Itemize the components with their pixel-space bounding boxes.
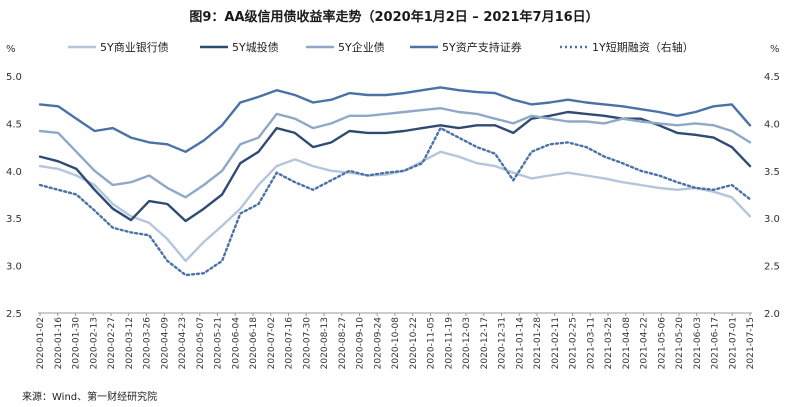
y-right-tick-label: 2.5: [764, 262, 780, 273]
series-line-4: [38, 126, 752, 277]
y-right-tick-label: 4.5: [764, 72, 780, 83]
legend-label-1: 5Y城投债: [232, 40, 279, 54]
legend-label-0: 5Y商业银行债: [100, 40, 169, 54]
chart-title: 图9：AA级信用债收益率走势（2020年1月2日 – 2021年7月16日）: [189, 10, 599, 25]
y-left-tick-label: 5.0: [6, 72, 22, 83]
legend-label-4: 1Y短期融资（右轴）: [592, 40, 694, 54]
x-tick-label: 2020-04-23: [178, 317, 188, 369]
x-tick-label: 2020-11-05: [427, 317, 437, 369]
y-left-tick-label: 2.5: [6, 309, 22, 320]
legend-label-2: 5Y企业债: [338, 40, 385, 54]
x-tick-label: 2020-04-09: [160, 317, 170, 370]
x-tick-label: 2020-06-04: [231, 317, 241, 370]
x-tick-label: 2020-01-16: [54, 317, 64, 370]
legend-label-3: 5Y资产支持证券: [442, 40, 522, 54]
x-tick-label: 2021-04-22: [640, 317, 650, 369]
series-line-3: [38, 86, 752, 154]
series-line-2: [38, 106, 752, 199]
x-tick-label: 2021-06-03: [693, 317, 703, 369]
x-tick-label: 2020-03-26: [143, 317, 153, 370]
x-tick-label: 2021-01-14: [515, 317, 525, 370]
y-left-tick-label: 4.5: [6, 119, 22, 130]
x-tick-label: 2020-07-16: [285, 317, 295, 370]
x-tick-label: 2020-06-18: [249, 317, 259, 370]
x-tick-label: 2021-05-06: [657, 317, 667, 370]
x-tick-label: 2020-05-21: [214, 317, 224, 369]
series-line-1: [38, 110, 752, 223]
x-tick-label: 2021-07-01: [728, 317, 738, 369]
x-tick-label: 2020-02-13: [89, 317, 99, 369]
x-tick-label: 2020-01-30: [72, 317, 82, 370]
x-tick-label: 2021-02-11: [551, 317, 561, 369]
x-tick-label: 2020-12-03: [462, 317, 472, 369]
x-tick-label: 2021-05-20: [675, 317, 685, 370]
x-tick-label: 2021-07-15: [746, 317, 756, 369]
series-line-0: [38, 150, 752, 263]
x-tick-label: 2021-01-28: [533, 317, 543, 370]
y-left-tick-label: 4.0: [6, 167, 22, 178]
right-unit-label: %: [770, 44, 780, 55]
y-left-tick-label: 3.0: [6, 262, 22, 273]
x-tick-label: 2020-09-10: [356, 317, 366, 370]
y-right-tick-label: 3.5: [764, 167, 780, 178]
x-tick-label: 2020-01-02: [36, 317, 46, 369]
x-tick-label: 2021-03-25: [604, 317, 614, 369]
x-tick-label: 2020-10-22: [409, 317, 419, 369]
x-tick-label: 2020-08-13: [320, 317, 330, 369]
x-tick-label: 2021-03-11: [586, 317, 596, 369]
x-tick-label: 2020-07-30: [302, 317, 312, 370]
source-note: 来源：Wind、第一财经研究院: [22, 392, 158, 403]
x-tick-label: 2020-11-19: [444, 317, 454, 370]
y-right-tick-label: 3.0: [764, 214, 780, 225]
left-unit-label: %: [6, 44, 16, 55]
y-right-tick-label: 2.0: [764, 309, 780, 320]
x-tick-label: 2021-06-17: [711, 317, 721, 369]
x-tick-label: 2020-02-27: [107, 317, 117, 369]
x-tick-label: 2020-07-02: [267, 317, 277, 369]
x-tick-label: 2020-12-31: [498, 317, 508, 369]
x-tick-label: 2020-10-08: [391, 317, 401, 370]
x-tick-label: 2020-12-17: [480, 317, 490, 369]
y-right-tick-label: 4.0: [764, 119, 780, 130]
x-tick-label: 2020-09-24: [373, 317, 383, 370]
x-tick-label: 2021-02-25: [569, 317, 579, 369]
x-tick-label: 2020-05-07: [196, 317, 206, 369]
x-tick-label: 2020-03-12: [125, 317, 135, 369]
x-tick-label: 2020-08-27: [338, 317, 348, 369]
y-left-tick-label: 3.5: [6, 214, 22, 225]
x-tick-label: 2021-04-08: [622, 317, 632, 370]
